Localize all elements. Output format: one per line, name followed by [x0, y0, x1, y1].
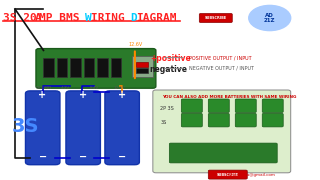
Text: −: − [38, 152, 47, 162]
Text: IAGRAM: IAGRAM [136, 13, 177, 23]
Text: −: − [79, 152, 87, 162]
Text: 8.4V: 8.4V [90, 86, 99, 90]
Text: MP BMS: MP BMS [39, 13, 86, 23]
Bar [84, 58, 94, 77]
FancyBboxPatch shape [262, 99, 283, 112]
Text: 0V/GND: 0V/GND [35, 86, 52, 90]
Text: 3S 20: 3S 20 [3, 13, 37, 23]
Text: 3S: 3S [160, 120, 167, 125]
FancyBboxPatch shape [208, 113, 229, 127]
Text: +: + [38, 89, 47, 100]
Text: +positive: +positive [150, 54, 191, 63]
Bar [57, 58, 68, 77]
Text: negative: negative [150, 65, 188, 74]
FancyBboxPatch shape [208, 99, 229, 112]
FancyBboxPatch shape [199, 14, 232, 22]
FancyBboxPatch shape [181, 113, 202, 127]
Bar [111, 58, 121, 77]
Text: AD
21Z: AD 21Z [264, 13, 276, 23]
Text: Fineaditya@gmail.com: Fineaditya@gmail.com [228, 173, 275, 177]
Text: +: + [118, 89, 126, 100]
Text: 12.6V: 12.6V [114, 86, 126, 90]
Text: YOU CAN ALSO ADD MORE BATTERIES WITH SAME WIRING: YOU CAN ALSO ADD MORE BATTERIES WITH SAM… [162, 94, 296, 98]
FancyBboxPatch shape [235, 99, 256, 112]
Text: POSITIVE OUTPUT / INPUT: POSITIVE OUTPUT / INPUT [189, 55, 252, 60]
Text: IRING: IRING [92, 13, 132, 23]
FancyBboxPatch shape [181, 99, 202, 112]
FancyBboxPatch shape [235, 113, 256, 127]
Text: 3S: 3S [12, 116, 39, 136]
Text: SUBSCRIBE: SUBSCRIBE [205, 16, 227, 20]
FancyBboxPatch shape [262, 113, 283, 127]
Text: SUBSCRIBE: SUBSCRIBE [217, 173, 239, 177]
FancyBboxPatch shape [169, 143, 277, 163]
FancyBboxPatch shape [26, 91, 60, 165]
Text: 12.6V: 12.6V [129, 42, 143, 47]
FancyBboxPatch shape [66, 91, 100, 165]
Circle shape [249, 5, 291, 31]
FancyBboxPatch shape [208, 170, 247, 179]
Text: −: − [118, 152, 126, 162]
Bar [132, 56, 153, 77]
FancyBboxPatch shape [36, 49, 156, 88]
Text: D: D [130, 13, 137, 23]
Bar [70, 58, 81, 77]
FancyBboxPatch shape [153, 90, 291, 173]
Bar [136, 68, 148, 73]
Text: W: W [85, 13, 92, 23]
Bar [97, 58, 108, 77]
Text: +: + [79, 89, 87, 100]
Text: 2P 3S: 2P 3S [160, 105, 174, 111]
Bar [44, 58, 54, 77]
Bar [136, 62, 148, 67]
Text: NEGATIVE OUTPUT / INPUT: NEGATIVE OUTPUT / INPUT [189, 66, 254, 71]
Text: 4.2V: 4.2V [61, 86, 71, 90]
Text: A: A [35, 13, 41, 23]
FancyBboxPatch shape [105, 91, 140, 165]
